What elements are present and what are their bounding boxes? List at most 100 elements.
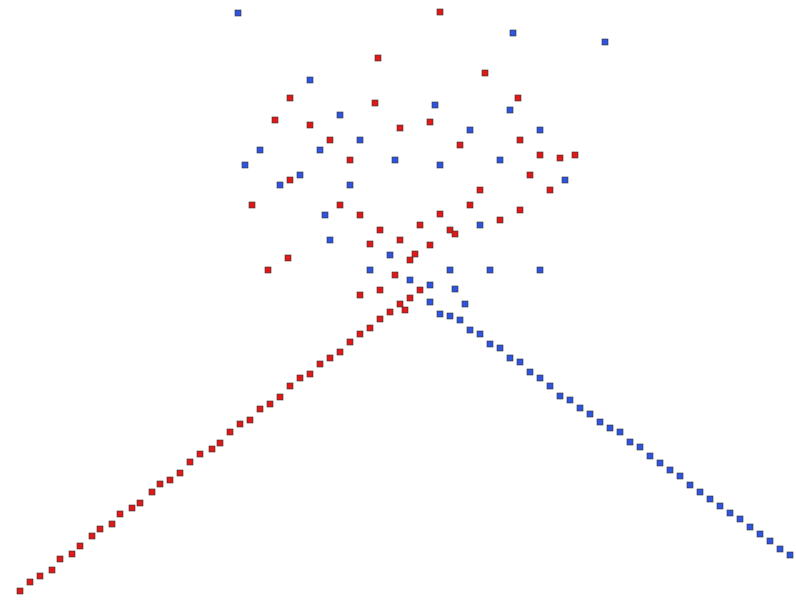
point (446, 266, 454, 274)
point (116, 510, 124, 518)
point (561, 176, 569, 184)
point (216, 439, 224, 447)
point (36, 572, 44, 580)
point (456, 316, 464, 324)
point (466, 326, 474, 334)
point (566, 396, 574, 404)
point (336, 111, 344, 119)
point (296, 374, 304, 382)
point (16, 587, 24, 595)
point (606, 424, 614, 432)
point (391, 156, 399, 164)
point (516, 358, 524, 366)
point (196, 450, 204, 458)
point (186, 458, 194, 466)
point (286, 94, 294, 102)
point (656, 459, 664, 467)
point (326, 354, 334, 362)
point (626, 438, 634, 446)
point (576, 404, 584, 412)
point (356, 330, 364, 338)
point (346, 181, 354, 189)
point (636, 443, 644, 451)
point (246, 416, 254, 424)
point (476, 330, 484, 338)
point (316, 146, 324, 154)
point (676, 472, 684, 480)
point (436, 310, 444, 318)
point (426, 281, 434, 289)
point (481, 69, 489, 77)
point (226, 428, 234, 436)
point (48, 566, 56, 574)
point (436, 161, 444, 169)
point (396, 124, 404, 132)
point (286, 382, 294, 390)
point (271, 116, 279, 124)
point (451, 230, 459, 238)
point (571, 151, 579, 159)
point (26, 578, 34, 586)
point (88, 532, 96, 540)
point (276, 393, 284, 401)
point (666, 466, 674, 474)
point (391, 271, 399, 279)
point (148, 488, 156, 496)
point (601, 38, 609, 46)
point (436, 210, 444, 218)
point (236, 420, 244, 428)
point (396, 300, 404, 308)
point (396, 236, 404, 244)
point (346, 156, 354, 164)
point (406, 276, 414, 284)
point (646, 452, 654, 460)
point (466, 126, 474, 134)
point (96, 525, 104, 533)
point (496, 344, 504, 352)
point (446, 312, 454, 320)
point (321, 211, 329, 219)
point (596, 418, 604, 426)
point (766, 537, 774, 545)
point (306, 370, 314, 378)
point (208, 445, 216, 453)
point (306, 121, 314, 129)
point (356, 136, 364, 144)
point (416, 286, 424, 294)
point (486, 266, 494, 274)
point (716, 502, 724, 510)
point (586, 410, 594, 418)
point (366, 324, 374, 332)
point (456, 141, 464, 149)
point (136, 499, 144, 507)
point (316, 360, 324, 368)
point (276, 181, 284, 189)
point (356, 291, 364, 299)
point (406, 294, 414, 302)
point (376, 315, 384, 323)
point (536, 266, 544, 274)
point (256, 405, 264, 413)
point (526, 171, 534, 179)
point (346, 338, 354, 346)
point (786, 551, 794, 559)
point (616, 428, 624, 436)
point (516, 206, 524, 214)
point (256, 146, 264, 154)
point (416, 221, 424, 229)
point (156, 480, 164, 488)
point (306, 76, 314, 84)
point (536, 151, 544, 159)
point (461, 300, 469, 308)
point (526, 368, 534, 376)
point (436, 8, 444, 16)
point (746, 523, 754, 531)
point (736, 515, 744, 523)
point (506, 106, 514, 114)
point (296, 171, 304, 179)
point (426, 298, 434, 306)
point (326, 236, 334, 244)
point (546, 186, 554, 194)
